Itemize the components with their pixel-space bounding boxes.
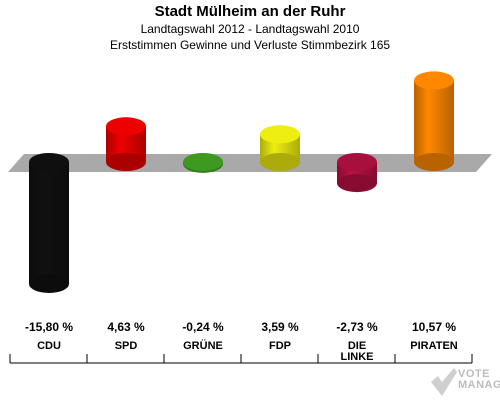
category-label: FDP bbox=[269, 340, 291, 352]
bar-spd bbox=[106, 117, 146, 171]
value-label: 3,59 % bbox=[261, 320, 299, 334]
bar-die-linke bbox=[337, 153, 377, 193]
value-label: -15,80 % bbox=[25, 320, 73, 334]
chart-subtitle: Landtagswahl 2012 - Landtagswahl 2010 bbox=[140, 22, 360, 36]
category-label: SPD bbox=[115, 340, 138, 352]
chart-title: Stadt Mülheim an der Ruhr bbox=[154, 3, 346, 20]
bar-fdp bbox=[260, 125, 300, 171]
vote-manager-logo: VOTE MANAGER bbox=[428, 364, 500, 400]
bar-grüne bbox=[183, 153, 223, 173]
chart-description: Erststimmen Gewinne und Verluste Stimmbe… bbox=[109, 38, 391, 52]
watermark-line2: MANAGER bbox=[458, 379, 500, 391]
bar-cdu bbox=[29, 153, 69, 293]
category-label: CDU bbox=[37, 340, 61, 352]
category-label: LINKE bbox=[341, 351, 374, 363]
category-label: PIRATEN bbox=[410, 340, 458, 352]
value-label: -2,73 % bbox=[336, 320, 378, 334]
checkmark-icon bbox=[431, 368, 457, 396]
category-label: DIE bbox=[348, 340, 366, 352]
category-label: GRÜNE bbox=[183, 339, 223, 352]
bar-piraten bbox=[414, 71, 454, 171]
value-label: 4,63 % bbox=[107, 320, 145, 334]
value-label: 10,57 % bbox=[412, 320, 456, 334]
value-label: -0,24 % bbox=[182, 320, 224, 334]
watermark-line1: VOTE bbox=[458, 368, 490, 380]
